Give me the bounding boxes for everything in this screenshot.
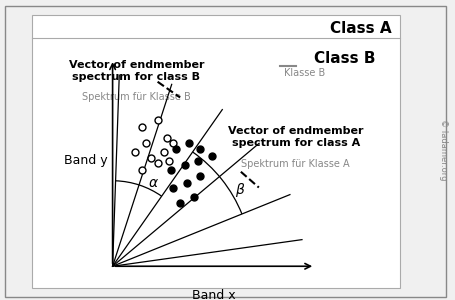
FancyBboxPatch shape [32, 15, 400, 288]
Text: Klasse B: Klasse B [284, 68, 326, 77]
Text: © ladamer.org: © ladamer.org [439, 119, 448, 181]
Text: Class A: Class A [330, 21, 391, 36]
Text: Band x: Band x [192, 289, 236, 300]
Text: $\alpha$: $\alpha$ [147, 176, 158, 190]
Text: $\beta$: $\beta$ [235, 181, 245, 199]
Text: Vector of endmember
spectrum for class B: Vector of endmember spectrum for class B [69, 60, 204, 82]
Text: Spektrum für Klasse A: Spektrum für Klasse A [242, 159, 350, 169]
Text: Spektrum für Klasse B: Spektrum für Klasse B [82, 92, 191, 101]
Text: Class B: Class B [314, 51, 375, 66]
Text: Band y: Band y [64, 154, 107, 167]
Text: Vector of endmember
spectrum for class A: Vector of endmember spectrum for class A [228, 126, 364, 148]
